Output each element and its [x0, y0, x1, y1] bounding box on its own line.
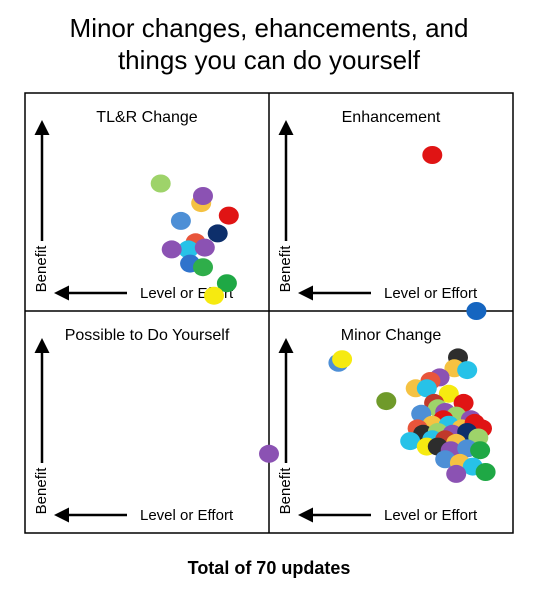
footer-total: Total of 70 updates [187, 558, 351, 578]
chart-title: Minor changes, ehancements, and things y… [0, 12, 538, 76]
quadrant-title-tl: TL&R Change [96, 109, 197, 126]
data-point [259, 444, 279, 463]
data-point [207, 224, 228, 243]
data-point [170, 211, 191, 230]
chart-title-line-1: Minor changes, ehancements, and [69, 13, 469, 43]
data-point [150, 174, 171, 193]
data-point [332, 350, 353, 369]
data-point [446, 464, 467, 483]
data-point [194, 238, 215, 257]
data-point [193, 187, 213, 205]
quadrant-title-tr: Enhancement [342, 109, 441, 126]
data-point [475, 463, 496, 481]
chart-title-line-2: things you can do yourself [117, 45, 421, 75]
benefit-axis-label: Benefit [33, 245, 50, 293]
data-point [422, 146, 443, 164]
quadrant-tr: Enhancement Benefit Level or Effort [277, 109, 478, 302]
effort-axis-label: Level or Effort [384, 285, 478, 302]
data-point [466, 302, 487, 320]
data-point [457, 361, 478, 380]
quadrant-title-br: Minor Change [341, 327, 442, 344]
data-point [161, 240, 182, 259]
data-point [416, 379, 437, 398]
data-point [470, 441, 491, 460]
data-point [438, 384, 459, 403]
data-point [204, 286, 224, 305]
data-point [216, 274, 237, 293]
quadrant-title-bl: Possible to Do Yourself [65, 327, 230, 344]
benefit-axis-label: Benefit [277, 245, 294, 293]
effort-axis-label: Level or Effort [384, 507, 478, 524]
effort-axis-label: Level or Effort [140, 507, 234, 524]
benefit-axis-label: Benefit [277, 467, 294, 515]
data-point [400, 432, 421, 451]
data-point [193, 258, 213, 277]
benefit-axis-label: Benefit [33, 467, 50, 515]
quadrant-bl: Possible to Do Yourself Benefit Level or E… [33, 327, 279, 524]
data-point [376, 392, 397, 411]
data-point [178, 240, 199, 259]
quadrant-br: Minor Change Benefit Level or Effort [277, 302, 496, 524]
data-point [218, 206, 239, 225]
